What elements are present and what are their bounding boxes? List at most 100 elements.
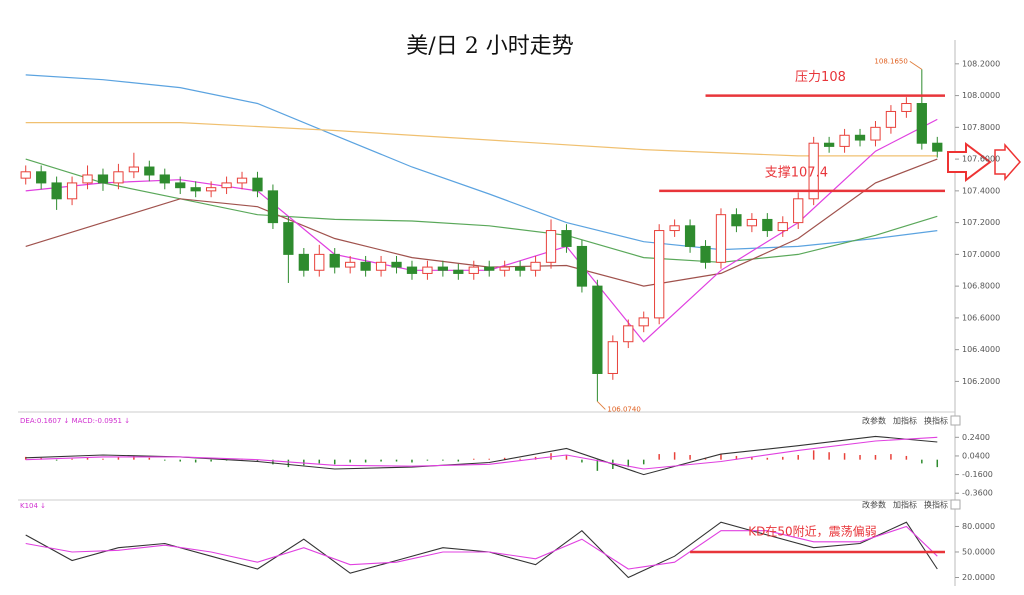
candle-body (221, 182, 232, 189)
candle-body (375, 261, 387, 271)
toolbar-button[interactable]: 改参数 (862, 500, 886, 510)
candle-body (777, 222, 788, 232)
candle-body (345, 261, 356, 268)
toolbar: 改参数 加指标 换指标 (862, 499, 961, 510)
candle-body (484, 266, 495, 271)
candle-body (499, 266, 510, 271)
candle-body (715, 214, 727, 263)
candle-body (576, 245, 588, 287)
candle-body (916, 103, 927, 144)
indicator-line (25, 122, 938, 157)
toolbar-button[interactable]: 改参数 (862, 416, 886, 426)
candle-body (731, 214, 742, 227)
candle-body (437, 266, 449, 271)
close-button[interactable] (950, 499, 961, 510)
y-tick-label: 107.0000 (962, 250, 1000, 259)
y-tick-label: 108.2000 (962, 59, 1000, 68)
candle-body (468, 266, 479, 274)
y-tick-label: 106.8000 (962, 282, 1000, 291)
extreme-label: 108.1650 (874, 57, 907, 65)
candle-body (314, 253, 325, 271)
candle-body (870, 126, 881, 141)
y-tick-label: 106.6000 (962, 313, 1000, 322)
y-tick-label: -0.3600 (962, 489, 993, 498)
annotation: 支撑107.4 (765, 165, 828, 180)
indicator-line (25, 525, 938, 570)
candle-body (592, 285, 603, 374)
candle-body (545, 230, 557, 263)
candle-body (175, 182, 186, 189)
candle-body (453, 269, 464, 274)
indicator-line (25, 74, 938, 251)
annotation: 压力108 (795, 70, 846, 85)
candle-body (66, 182, 78, 200)
y-tick-label: 107.6000 (962, 155, 1000, 164)
y-tick-label: 107.2000 (962, 218, 1000, 227)
candle-body (159, 174, 170, 184)
toolbar-button[interactable]: 加指标 (893, 500, 917, 510)
y-tick-label: 108.0000 (962, 91, 1000, 100)
y-tick-label: 50.0000 (962, 547, 995, 556)
candle-body (607, 341, 618, 374)
candle-body (932, 142, 943, 152)
y-tick-label: 107.8000 (962, 123, 1000, 132)
extreme-label: 106.0740 (607, 405, 640, 413)
candle-body (391, 261, 402, 268)
y-tick-label: 106.2000 (962, 377, 1000, 386)
candle-body (854, 134, 866, 141)
candle-body (623, 325, 634, 343)
candle-body (360, 261, 371, 271)
candle-body (51, 182, 62, 200)
candle-body (190, 187, 201, 192)
candle-body (762, 218, 773, 232)
candle-body (144, 166, 155, 176)
arrow-icon (994, 143, 1022, 181)
candle-body (839, 134, 850, 147)
y-tick-label: 20.0000 (962, 573, 995, 582)
candle-body (113, 171, 124, 184)
y-tick-label: 106.4000 (962, 345, 1000, 354)
candle-body (823, 142, 835, 147)
candle-body (669, 225, 680, 232)
annotation: KD在50附近，震荡偏弱 (748, 523, 876, 538)
candle-body (561, 230, 572, 247)
candle-body (514, 266, 526, 271)
candle-body (746, 218, 758, 227)
candle-body (684, 225, 696, 247)
candle-body (808, 142, 819, 200)
indicator-header: DEA:0.1607 ↓ MACD:-0.0951 ↓ (20, 417, 130, 425)
y-tick-label: 0.0400 (962, 451, 990, 460)
candle-body (654, 230, 665, 319)
close-button[interactable] (950, 415, 961, 426)
candle-body (128, 166, 140, 173)
toolbar-button[interactable]: 加指标 (893, 416, 917, 426)
toolbar-button[interactable]: 换指标 (924, 416, 948, 426)
candle-body (422, 266, 433, 274)
indicator-line (25, 436, 938, 470)
candle-body (885, 110, 897, 128)
candle-body (406, 266, 418, 274)
candle-body (638, 317, 649, 327)
candle-body (700, 245, 711, 263)
y-tick-label: 80.0000 (962, 522, 995, 531)
y-tick-label: -0.1600 (962, 470, 993, 479)
candle-body (901, 103, 912, 112)
candle-body (793, 198, 804, 224)
candle-body (283, 222, 294, 255)
leader-line (597, 401, 606, 410)
y-tick-label: 0.2400 (962, 433, 990, 442)
candle-body (82, 174, 93, 184)
toolbar-button[interactable]: 换指标 (924, 500, 948, 510)
candle-body (298, 253, 309, 271)
candle-body (205, 187, 217, 192)
toolbar: 改参数 加指标 换指标 (862, 415, 961, 426)
candle-body (97, 174, 109, 184)
candle-body (267, 190, 279, 224)
indicator-header: K104 ↓ (20, 502, 46, 510)
candle-body (236, 177, 248, 184)
candle-body (329, 253, 340, 268)
y-tick-label: 107.4000 (962, 186, 1000, 195)
arrow-icon (947, 142, 992, 182)
